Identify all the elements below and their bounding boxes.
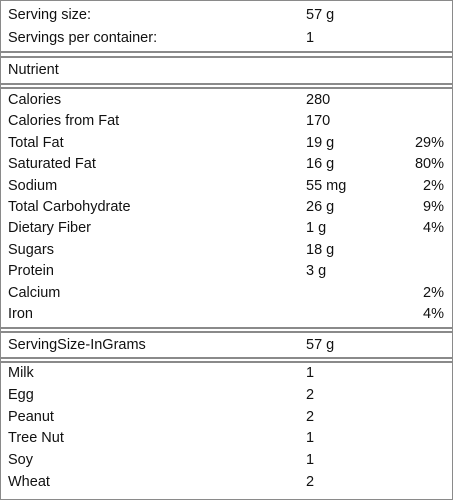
separator: [1, 357, 452, 363]
section-header: Nutrient: [8, 62, 59, 78]
amount: 2: [306, 408, 315, 425]
separator: [1, 83, 452, 89]
amount: 19 g: [306, 134, 335, 151]
row-label: Sugars: [8, 241, 54, 258]
amount: 2: [306, 386, 315, 403]
amount: 170: [306, 113, 331, 130]
row-label: Saturated Fat: [8, 156, 96, 173]
row-label: Sodium: [8, 177, 58, 194]
amount: 280: [306, 92, 331, 108]
row-label: Total Fat: [8, 134, 64, 151]
amount: 1: [306, 430, 315, 447]
amount: 1: [306, 29, 315, 46]
row-label: Iron: [8, 306, 33, 322]
amount: 18 g: [306, 241, 335, 258]
row-label: Calories from Fat: [8, 113, 120, 130]
row-label: Egg: [8, 386, 34, 403]
amount: 57 g: [306, 7, 335, 23]
row-label: Milk: [8, 365, 34, 381]
row-label: Total Carbohydrate: [8, 199, 131, 215]
amount: 3 g: [306, 263, 327, 280]
amount: 2: [306, 474, 315, 490]
amount: 55 mg: [306, 177, 347, 194]
row-label: Wheat: [8, 474, 50, 490]
row-label: Serving size:: [8, 7, 92, 23]
amount: 1 g: [306, 220, 327, 237]
row-label: Servings per container:: [8, 29, 158, 46]
row-label: Tree Nut: [8, 430, 64, 447]
amount: 1: [306, 452, 315, 469]
row-label: Dietary Fiber: [8, 220, 91, 237]
row-label: Protein: [8, 263, 54, 280]
daily-value: 2%: [423, 177, 444, 194]
amount: 1: [306, 365, 315, 381]
daily-value: 4%: [423, 306, 444, 322]
separator: [1, 327, 452, 333]
amount: 16 g: [306, 156, 335, 173]
daily-value: 80%: [414, 156, 444, 173]
row-label: ServingSize-InGrams: [8, 337, 146, 353]
separator: [1, 51, 452, 58]
daily-value: 2%: [423, 284, 444, 301]
row-label: Calories: [8, 92, 62, 108]
amount: 26 g: [306, 199, 335, 215]
row-label: Calcium: [8, 284, 61, 301]
daily-value: 29%: [414, 134, 444, 151]
amount: 57 g: [306, 337, 335, 353]
daily-value: 4%: [423, 220, 444, 237]
row-label: Soy: [8, 452, 33, 469]
daily-value: 9%: [423, 199, 444, 215]
row-label: Peanut: [8, 408, 54, 425]
